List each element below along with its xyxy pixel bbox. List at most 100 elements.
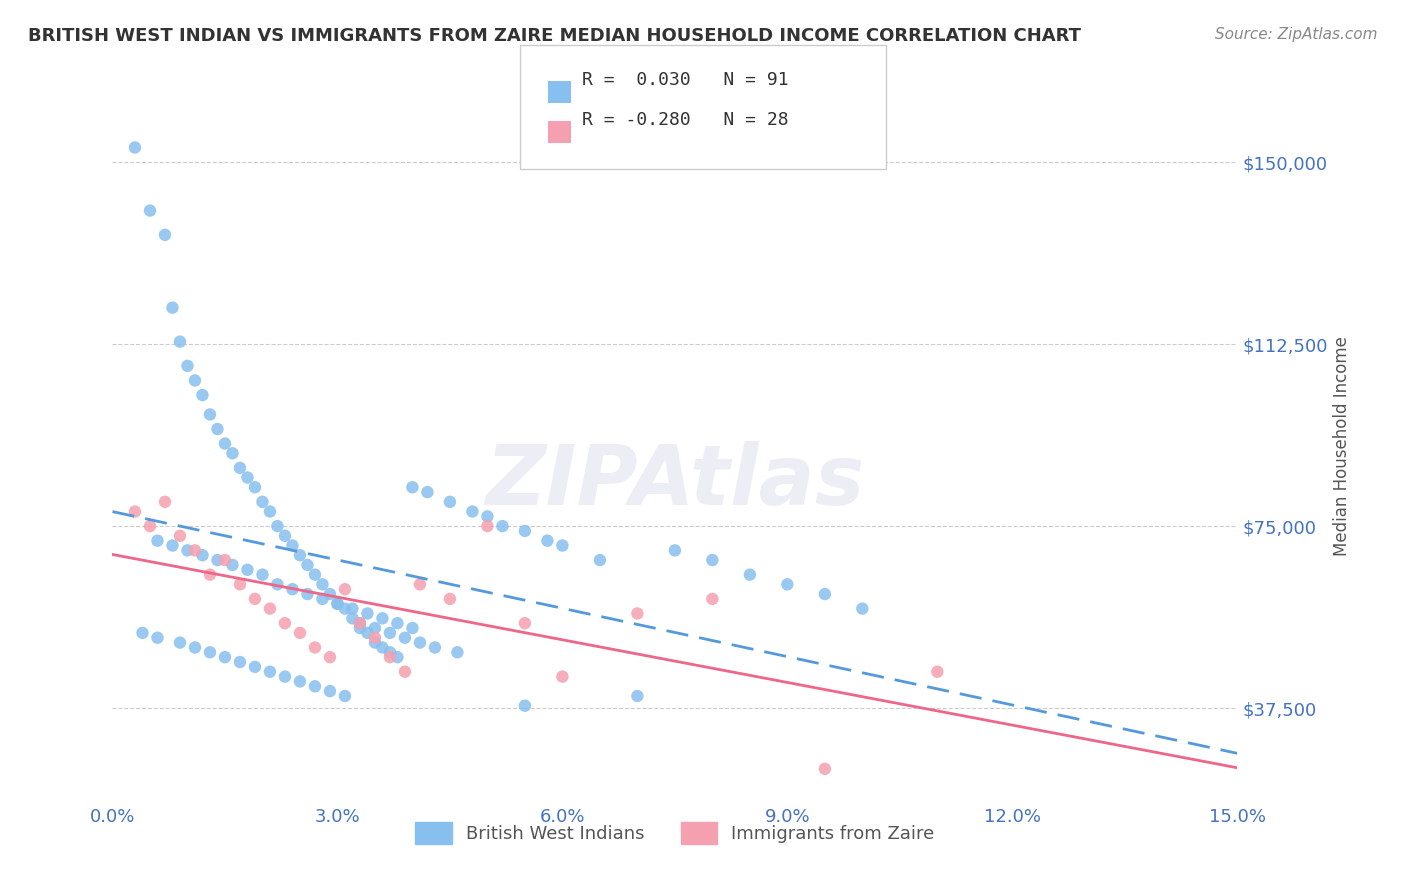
Point	[169, 529, 191, 543]
Point	[702, 591, 724, 606]
Point	[146, 631, 169, 645]
Point	[252, 495, 274, 509]
Point	[387, 616, 409, 631]
Point	[416, 485, 439, 500]
Point	[551, 670, 574, 684]
Point	[266, 577, 288, 591]
Point	[198, 408, 221, 422]
Legend: British West Indians, Immigrants from Zaire: British West Indians, Immigrants from Za…	[408, 814, 942, 851]
Point	[139, 203, 162, 218]
Point	[288, 674, 311, 689]
Point	[364, 631, 387, 645]
Point	[131, 626, 153, 640]
Point	[394, 631, 416, 645]
Point	[191, 388, 214, 402]
Point	[814, 587, 837, 601]
Point	[664, 543, 686, 558]
Point	[513, 616, 536, 631]
Point	[243, 660, 266, 674]
Point	[274, 670, 297, 684]
Point	[229, 460, 252, 475]
Point	[243, 591, 266, 606]
Point	[229, 577, 252, 591]
Point	[342, 611, 364, 625]
Point	[401, 621, 423, 635]
Point	[446, 645, 468, 659]
Text: Source: ZipAtlas.com: Source: ZipAtlas.com	[1215, 27, 1378, 42]
Point	[394, 665, 416, 679]
Point	[333, 582, 356, 597]
Point	[184, 374, 207, 388]
Point	[162, 301, 184, 315]
Point	[311, 577, 333, 591]
Point	[349, 616, 371, 631]
Point	[409, 577, 432, 591]
Point	[176, 543, 198, 558]
Point	[288, 626, 311, 640]
Point	[259, 504, 281, 518]
Y-axis label: Median Household Income: Median Household Income	[1333, 336, 1351, 556]
Point	[153, 495, 176, 509]
Point	[477, 519, 499, 533]
Point	[153, 227, 176, 242]
Point	[409, 635, 432, 649]
Point	[169, 635, 191, 649]
Point	[221, 558, 243, 572]
Point	[401, 480, 423, 494]
Point	[214, 436, 236, 450]
Point	[281, 539, 304, 553]
Point	[176, 359, 198, 373]
Point	[814, 762, 837, 776]
Point	[304, 679, 326, 693]
Point	[551, 539, 574, 553]
Point	[236, 470, 259, 484]
Point	[198, 567, 221, 582]
Point	[491, 519, 513, 533]
Point	[513, 698, 536, 713]
Point	[439, 495, 461, 509]
Point	[342, 601, 364, 615]
Point	[124, 504, 146, 518]
Point	[236, 563, 259, 577]
Point	[626, 607, 648, 621]
Point	[333, 689, 356, 703]
Point	[319, 650, 342, 665]
Point	[297, 558, 319, 572]
Point	[288, 548, 311, 562]
Point	[252, 567, 274, 582]
Text: BRITISH WEST INDIAN VS IMMIGRANTS FROM ZAIRE MEDIAN HOUSEHOLD INCOME CORRELATION: BRITISH WEST INDIAN VS IMMIGRANTS FROM Z…	[28, 27, 1081, 45]
Point	[259, 601, 281, 615]
Point	[146, 533, 169, 548]
Point	[356, 626, 378, 640]
Point	[266, 519, 288, 533]
Point	[423, 640, 446, 655]
Point	[364, 635, 387, 649]
Text: R =  0.030   N = 91: R = 0.030 N = 91	[582, 71, 789, 89]
Point	[319, 587, 342, 601]
Point	[349, 621, 371, 635]
Point	[297, 587, 319, 601]
Point	[702, 553, 724, 567]
Point	[477, 509, 499, 524]
Point	[364, 621, 387, 635]
Point	[439, 591, 461, 606]
Point	[274, 529, 297, 543]
Point	[207, 422, 229, 436]
Point	[221, 446, 243, 460]
Point	[214, 650, 236, 665]
Point	[927, 665, 949, 679]
Point	[513, 524, 536, 538]
Point	[184, 640, 207, 655]
Point	[378, 626, 401, 640]
Point	[274, 616, 297, 631]
Point	[311, 591, 333, 606]
Point	[214, 553, 236, 567]
Point	[776, 577, 799, 591]
Point	[589, 553, 612, 567]
Point	[162, 539, 184, 553]
Point	[738, 567, 761, 582]
Point	[259, 665, 281, 679]
Point	[281, 582, 304, 597]
Point	[378, 650, 401, 665]
Point	[378, 645, 401, 659]
